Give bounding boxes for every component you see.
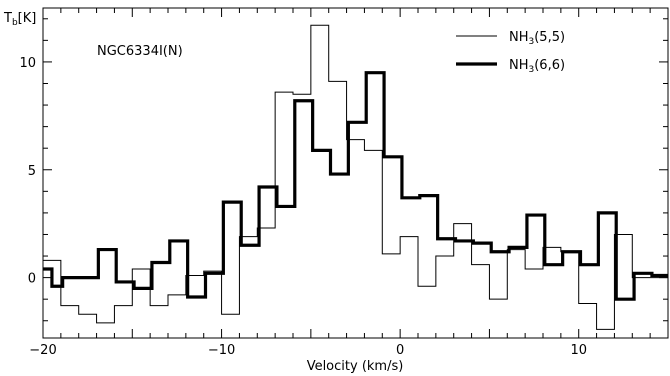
- x-axis-ticks: −20 −10 0 10: [29, 8, 669, 358]
- legend: NH3(5,5) NH3(6,6): [456, 30, 565, 75]
- legend-label-thick: NH3(6,6): [509, 58, 565, 75]
- series-layer: [43, 24, 668, 330]
- series-nh3-66-line: [43, 71, 668, 301]
- legend-label-thin: NH3(5,5): [509, 30, 565, 47]
- y-tick-label: 10: [19, 56, 36, 71]
- source-annotation: NGC6334I(N): [97, 44, 183, 59]
- x-tick-label: 0: [396, 343, 404, 358]
- y-tick-label: 5: [28, 164, 36, 179]
- plot-frame: [42, 7, 669, 339]
- y-axis-label-main: T: [3, 11, 12, 26]
- y-axis-label-sub: b: [12, 18, 18, 28]
- x-axis-label: Velocity (km/s): [307, 359, 404, 374]
- y-axis-label-unit: [K]: [18, 11, 37, 26]
- y-tick-label: 0: [28, 272, 36, 287]
- series-nh3-55-line: [43, 24, 668, 330]
- y-axis-label: Tb[K]: [3, 11, 36, 28]
- x-tick-label: −10: [208, 343, 235, 358]
- x-tick-label: −20: [29, 343, 56, 358]
- x-tick-label: 10: [570, 343, 587, 358]
